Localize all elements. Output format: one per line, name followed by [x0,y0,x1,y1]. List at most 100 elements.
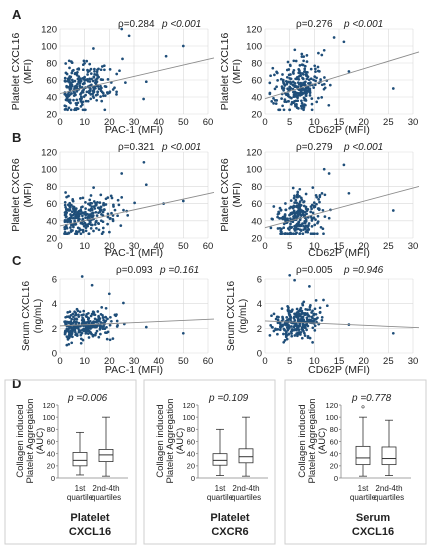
data-point [66,95,70,98]
data-point [97,228,101,232]
data-point [315,202,318,206]
x-tick-label: 0 [57,117,62,128]
data-point [296,192,299,196]
data-point [115,313,118,316]
data-point [78,310,82,314]
data-point [288,206,291,210]
x-axis-label: PAC-1 (MFI) [105,247,163,259]
data-point [275,70,278,74]
box-plot-d-2: Collagen induced Platelet Aggregation (A… [143,379,276,545]
regression-line [59,191,215,227]
data-point [306,308,309,312]
data-point [310,97,314,100]
y-tick-label: 20 [251,234,262,245]
data-point [75,98,79,102]
data-point [90,205,94,208]
data-point [295,195,299,199]
data-point [305,54,309,57]
data-point [93,207,97,210]
data-point [94,324,97,328]
data-point [106,215,110,219]
data-point [306,335,310,338]
rho-value: ρ=0.276 [296,19,333,30]
data-point [78,81,82,85]
data-point [391,209,395,212]
data-point [69,81,73,85]
data-point [291,83,295,87]
data-point [280,307,284,310]
data-point [99,219,103,223]
data-point [71,321,75,325]
data-point [306,86,310,89]
data-point [96,310,100,313]
data-point [320,96,324,99]
y-tick-label: 0 [334,474,338,483]
rho-value: ρ=0.284 [118,19,155,30]
data-point [298,195,301,198]
box-iqr [98,449,114,462]
data-point [293,201,296,204]
data-point [289,222,292,226]
data-point [286,227,290,230]
y-tick-label: 20 [47,462,55,471]
data-point [81,230,85,234]
category-1-line2: quartile [207,493,234,502]
data-point [285,326,289,329]
data-point [305,328,308,332]
data-point [342,163,346,167]
data-point [313,204,316,208]
x-tick-label: 60 [203,356,214,367]
panel-label-c: C [12,253,22,268]
data-point [279,325,282,329]
y-tick-label: 100 [42,413,55,422]
data-point [73,79,77,83]
data-point [81,108,85,112]
data-point [273,87,277,91]
data-point [99,84,102,88]
data-point [308,91,312,95]
data-point [71,216,75,220]
data-point [75,90,79,93]
data-point [278,328,282,332]
data-point [282,340,286,344]
data-point [276,215,279,219]
data-point [273,99,277,102]
data-point [306,324,310,328]
data-point [293,194,296,198]
data-point [101,78,105,82]
data-point [104,331,107,334]
data-point [290,100,294,104]
y-tick-label: 20 [187,462,195,471]
data-point [83,212,87,216]
data-point [108,338,112,342]
x-tick-label: 10 [309,241,320,252]
data-point [308,305,312,309]
data-point [116,214,119,218]
data-point [288,88,292,92]
data-point [93,67,96,71]
x-tick-label: 0 [57,241,62,252]
regression-line [264,185,420,229]
data-point [70,341,74,345]
data-point [98,328,102,331]
data-point [310,311,313,314]
data-point [311,186,315,189]
data-point [68,66,71,70]
data-point [322,167,326,171]
data-point [88,80,92,83]
data-point [89,67,93,71]
data-point [74,311,78,315]
data-point [323,193,327,197]
x-tick-label: 50 [178,241,189,252]
data-point [73,87,76,91]
data-point [304,225,308,228]
data-point [315,232,319,236]
data-point [303,214,307,217]
data-point [81,217,85,221]
data-point [104,197,108,201]
data-point [97,315,101,319]
data-point [318,311,322,314]
data-point [301,72,304,75]
data-point [299,224,303,228]
data-point [278,108,282,112]
